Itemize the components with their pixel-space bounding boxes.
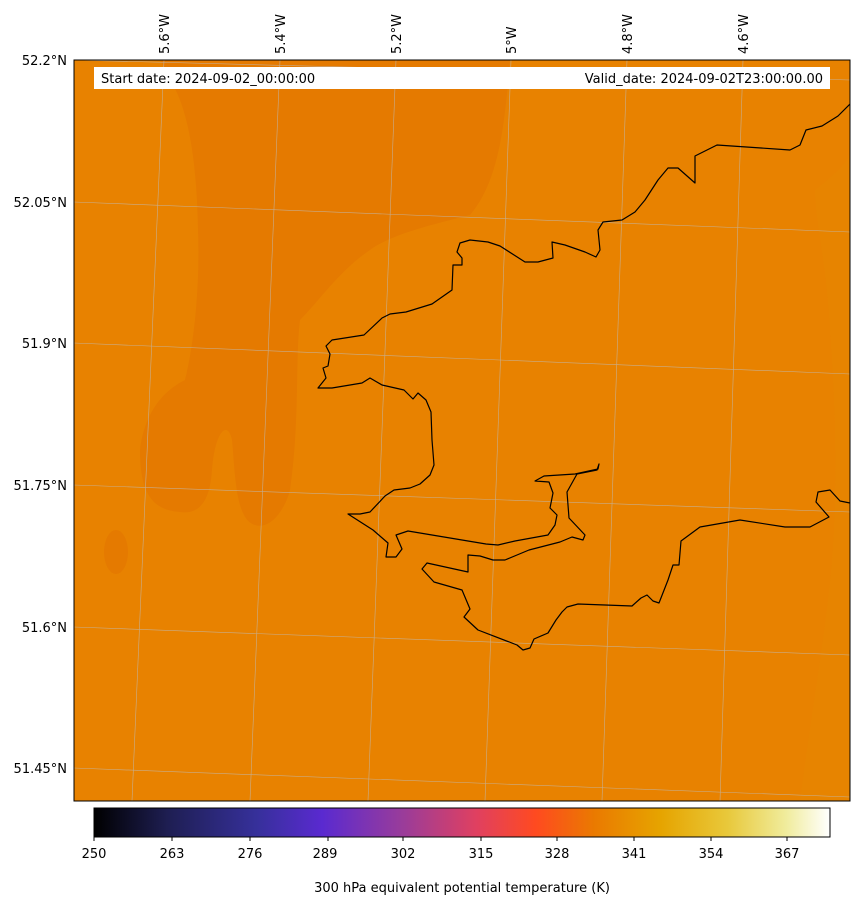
map-panel: Start date: 2024-09-02_00:00:00 Valid_da… xyxy=(14,14,851,802)
lon-label: 4.8°W xyxy=(621,14,636,54)
cool-band-east xyxy=(800,150,850,801)
colorbar-tick-label: 328 xyxy=(545,847,570,862)
warm-anomaly-band xyxy=(140,60,510,526)
colorbar-tick-label: 289 xyxy=(313,847,338,862)
header-box xyxy=(94,67,830,89)
lat-label: 51.9°N xyxy=(22,337,67,352)
colorbar-tick-label: 315 xyxy=(469,847,494,862)
colorbar-tick-label: 263 xyxy=(160,847,185,862)
map-frame xyxy=(73,59,851,802)
colorbar-tick-label: 302 xyxy=(391,847,416,862)
warm-spot xyxy=(104,530,128,574)
colorbar-gradient xyxy=(93,807,831,838)
coastline-north xyxy=(317,103,850,651)
colorbar-tick-label: 250 xyxy=(82,847,107,862)
colorbar-tick-label: 367 xyxy=(775,847,800,862)
colorbar-tick-label: 341 xyxy=(622,847,647,862)
lat-label: 51.6°N xyxy=(22,621,67,636)
colorbar-tick-label: 354 xyxy=(699,847,724,862)
lat-label: 51.75°N xyxy=(14,479,67,494)
lat-label: 51.45°N xyxy=(14,762,67,777)
colorbar-tick-labels: 250 263 276 289 302 315 328 341 354 367 xyxy=(82,847,800,862)
colorbar-label: 300 hPa equivalent potential temperature… xyxy=(314,881,610,896)
colorbar-tick-label: 276 xyxy=(238,847,263,862)
lon-label: 5°W xyxy=(505,26,520,54)
lon-label: 4.6°W xyxy=(737,14,752,54)
lon-label: 5.2°W xyxy=(390,14,405,54)
valid-date-label: Valid_date: 2024-09-02T23:00:00.00 xyxy=(585,72,823,87)
lon-label: 5.6°W xyxy=(158,14,173,54)
lat-label: 52.2°N xyxy=(22,54,67,69)
lon-label: 5.4°W xyxy=(274,14,289,54)
colorbar-tick-marks xyxy=(93,837,788,841)
longitude-labels: 5.6°W 5.4°W 5.2°W 5°W 4.8°W 4.6°W xyxy=(158,14,752,54)
coastline xyxy=(317,103,850,651)
lat-label: 52.05°N xyxy=(14,196,67,211)
start-date-label: Start date: 2024-09-02_00:00:00 xyxy=(101,72,315,87)
latitude-labels: 52.2°N 52.05°N 51.9°N 51.75°N 51.6°N 51.… xyxy=(14,54,67,777)
colorbar: 250 263 276 289 302 315 328 341 354 367 … xyxy=(82,807,831,896)
